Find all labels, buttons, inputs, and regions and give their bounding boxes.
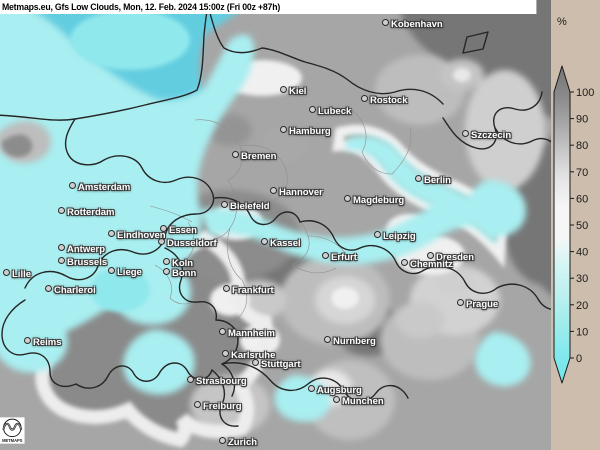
- svg-text:20: 20: [576, 300, 588, 312]
- svg-text:100: 100: [576, 87, 594, 99]
- svg-text:50: 50: [576, 220, 588, 232]
- svg-text:10: 10: [576, 326, 588, 338]
- svg-text:90: 90: [576, 114, 588, 126]
- svg-text:0: 0: [576, 353, 582, 365]
- svg-text:30: 30: [576, 273, 588, 285]
- svg-text:80: 80: [576, 140, 588, 152]
- svg-text:60: 60: [576, 193, 588, 205]
- svg-text:70: 70: [576, 167, 588, 179]
- svg-text:METMAPS: METMAPS: [2, 438, 23, 443]
- svg-text:40: 40: [576, 247, 588, 259]
